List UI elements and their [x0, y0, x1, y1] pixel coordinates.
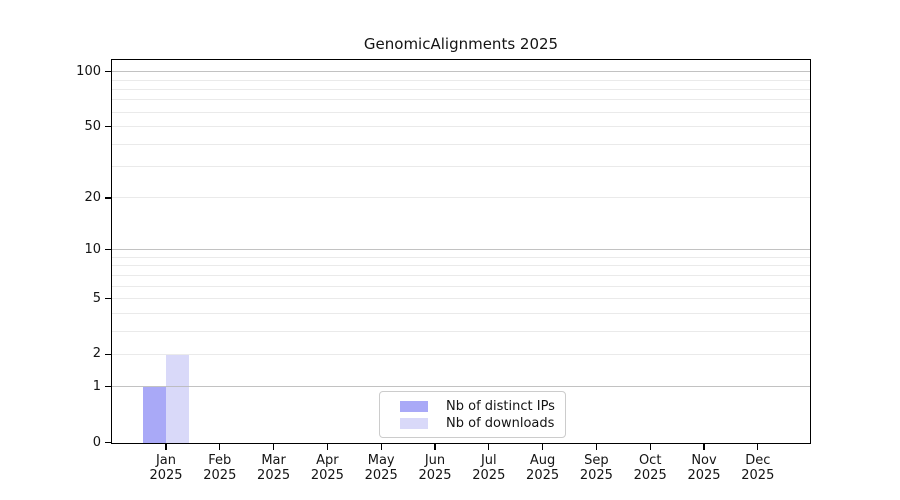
- legend: Nb of distinct IPs Nb of downloads: [379, 391, 566, 438]
- gridline-major: [112, 249, 810, 251]
- x-tick-mark: [488, 442, 490, 450]
- y-tick-mark: [105, 125, 112, 128]
- plot-area: [111, 59, 811, 444]
- y-tick-mark: [105, 441, 112, 444]
- x-tick-label: Jan 2025: [149, 452, 183, 484]
- legend-swatch-distinct-ips: [400, 400, 428, 412]
- legend-item-downloads: Nb of downloads: [400, 415, 555, 431]
- x-tick-mark: [541, 442, 544, 450]
- gridline-minor: [112, 256, 810, 258]
- y-tick-label: 5: [92, 290, 101, 306]
- gridline-major: [112, 386, 810, 388]
- gridline-minor: [112, 285, 810, 287]
- y-tick-label: 1: [92, 378, 101, 394]
- gridline-minor: [112, 166, 810, 168]
- gridline-minor: [112, 99, 810, 101]
- gridline-minor: [112, 330, 810, 332]
- y-tick-mark: [105, 249, 112, 251]
- x-tick-label: Feb 2025: [203, 452, 237, 484]
- y-tick-mark: [105, 386, 112, 388]
- x-tick-mark: [380, 442, 382, 450]
- y-tick-label: 0: [92, 434, 101, 450]
- y-tick-label: 10: [84, 241, 101, 257]
- x-tick-label: Jul 2025: [472, 452, 506, 484]
- x-tick-mark: [757, 442, 759, 450]
- gridline-major: [112, 71, 810, 73]
- x-tick-mark: [219, 442, 221, 450]
- x-tick-mark: [649, 442, 651, 450]
- gridline-minor: [112, 88, 810, 90]
- y-tick-mark: [105, 297, 112, 300]
- gridline-minor: [112, 265, 810, 267]
- gridline-minor: [112, 79, 810, 81]
- gridline-minor: [112, 298, 810, 299]
- gridline-minor: [112, 126, 810, 128]
- legend-swatch-downloads: [400, 417, 428, 429]
- x-tick-label: Dec 2025: [741, 452, 775, 484]
- x-tick-mark: [272, 442, 275, 450]
- gridline-minor: [112, 274, 810, 276]
- x-tick-mark: [326, 442, 329, 450]
- x-tick-label: May 2025: [364, 452, 398, 484]
- y-tick-label: 100: [76, 63, 101, 79]
- bar-jan-series-1: [166, 354, 189, 443]
- x-tick-label: Oct 2025: [633, 452, 667, 484]
- x-tick-label: Jun 2025: [418, 452, 452, 484]
- chart-title: GenomicAlignments 2025: [363, 35, 559, 53]
- y-tick-mark: [105, 197, 112, 199]
- x-tick-label: Nov 2025: [687, 452, 721, 484]
- y-tick-label: 50: [84, 118, 101, 134]
- y-tick-mark: [105, 70, 112, 73]
- x-tick-mark: [595, 442, 598, 450]
- gridline-minor: [112, 353, 810, 355]
- x-tick-label: Apr 2025: [310, 452, 344, 484]
- x-tick-mark: [703, 442, 705, 450]
- legend-label-downloads: Nb of downloads: [446, 415, 555, 431]
- legend-item-distinct-ips: Nb of distinct IPs: [400, 398, 555, 414]
- bar-jan-series-0: [143, 387, 166, 443]
- legend-label-distinct-ips: Nb of distinct IPs: [446, 398, 555, 414]
- x-tick-label: Aug 2025: [526, 452, 560, 484]
- y-tick-mark: [105, 353, 112, 355]
- gridline-minor: [112, 312, 810, 314]
- x-tick-label: Mar 2025: [257, 452, 291, 484]
- gridline-minor: [112, 143, 810, 145]
- x-tick-mark: [165, 442, 167, 450]
- y-tick-label: 20: [84, 189, 101, 205]
- y-tick-label: 2: [92, 346, 101, 362]
- x-tick-label: Sep 2025: [579, 452, 613, 484]
- gridline-minor: [112, 197, 810, 199]
- gridline-minor: [112, 111, 810, 113]
- x-tick-mark: [434, 442, 436, 450]
